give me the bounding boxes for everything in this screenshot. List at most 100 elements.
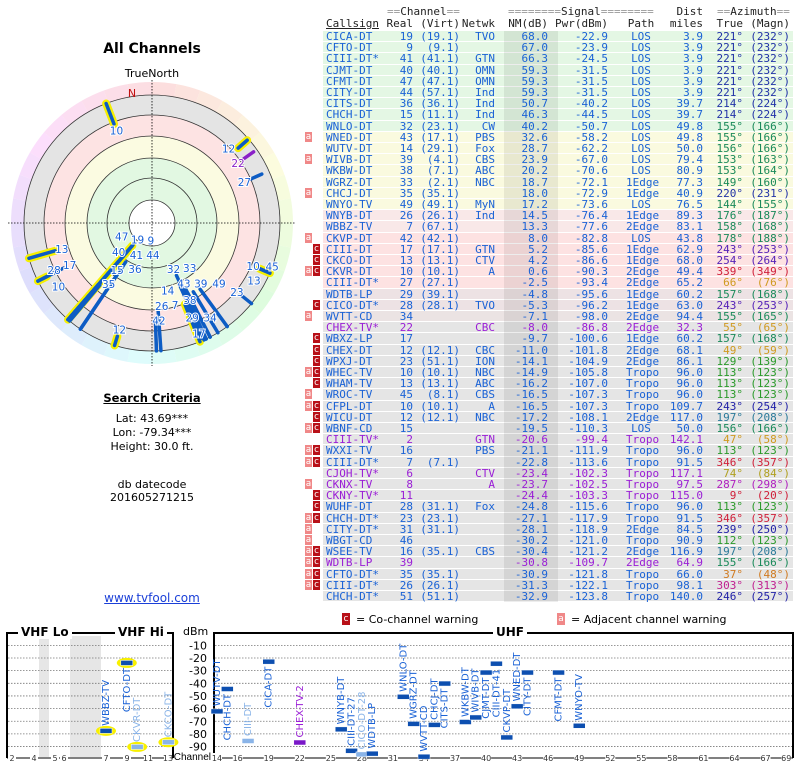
distance-miles: 91.5 xyxy=(676,455,704,469)
network: GTN xyxy=(475,433,495,447)
callsign: WIVB-DT xyxy=(326,153,373,167)
table-row[interactable]: a CHCJ-DT 35 (35.1) 18.0 -72.9 1Edge 40.9 220° (2… xyxy=(300,188,800,199)
table-row[interactable]: c WHAM-TV 13 (13.1) ABC -16.2 -107.0 Tropo 96.0 1… xyxy=(300,378,800,389)
path-type: Tropo xyxy=(626,399,660,413)
table-row[interactable]: a WNED-DT 43 (17.1) PBS 32.6 -58.2 LOS 49.8 155° (… xyxy=(300,132,800,143)
network: ABC xyxy=(475,377,495,391)
station-label: WUTV-DT xyxy=(212,659,223,707)
table-row[interactable]: c CIII-DT 17 (17.1) GTN 5.2 -85.6 1Edge 62.9 243°… xyxy=(300,244,800,255)
table-row[interactable]: a CITY-DT* 31 (31.1) -28.1 -118.9 2Edge 84.5 239… xyxy=(300,524,800,535)
table-row[interactable]: a c CFPL-DT 10 (10.1) A -16.5 -107.3 Tropo 109.7 2… xyxy=(300,399,800,413)
azimuth-true: 113° xyxy=(716,444,744,458)
table-row[interactable]: a c WXXI-TV 16 PBS -21.1 -111.9 Tropo 96.0 113° (1… xyxy=(300,444,800,458)
real-channel: 34 xyxy=(399,310,413,323)
network: CW xyxy=(481,119,495,133)
nm-column-shade xyxy=(504,333,558,345)
cochannel-warning-icon: c xyxy=(313,378,320,389)
noise-margin: 17.2 xyxy=(521,198,549,211)
nm-column-shade xyxy=(504,445,558,457)
table-row[interactable]: WKBW-DT 38 (7.1) ABC 20.2 -70.6 LOS 80.9 153° (16… xyxy=(300,165,800,177)
table-row[interactable]: WNYO-TV 49 (49.1) MyN 17.2 -73.6 LOS 76.5 144° (1… xyxy=(300,199,800,210)
noise-margin: 23.9 xyxy=(521,153,549,167)
virtual-channel: (11.1) xyxy=(420,108,460,122)
table-row[interactable]: c WBXZ-LP 17 -9.7 -100.6 1Edge 60.2 157° (168°) xyxy=(300,333,800,345)
table-row[interactable]: a c WDTB-LP 39 -30.8 -109.7 2Edge 64.9 155° (166°… xyxy=(300,556,800,570)
vhf-marker-highlight xyxy=(116,657,137,668)
vhf-marker-highlight xyxy=(96,725,116,736)
virtual-channel: (39.1) xyxy=(420,287,460,301)
station-channel-label: 10 xyxy=(52,281,65,293)
station-channel-label: 9 xyxy=(148,235,155,247)
adjacent-warning-icon: a xyxy=(305,568,312,579)
table-row[interactable]: CJMT-DT 40 (40.1) OMN 59.3 -31.5 LOS 3.9 221° (23… xyxy=(300,63,800,77)
azimuth-true: 303° xyxy=(716,578,744,592)
station-bearing-bar xyxy=(236,138,249,150)
nm-column-shade xyxy=(504,501,558,513)
distance-miles: 117.1 xyxy=(669,466,703,480)
table-row[interactable]: CFTO-DT 9 (9.1) 67.0 -23.9 LOS 3.9 221° (232°) xyxy=(300,42,800,53)
table-row[interactable]: a c CIII-DT* 7 (7.1) -22.8 -113.6 Tropo 91.5 346°… xyxy=(300,455,800,469)
table-row[interactable]: WGRZ-DT 33 (2.1) NBC 18.7 -72.1 1Edge 77.3 149° (… xyxy=(300,176,800,188)
table-row[interactable]: a c CKVR-DT 10 (10.1) A 0.6 -90.3 2Edge 49.4 339° (… xyxy=(300,266,800,277)
power-dbm: -31.5 xyxy=(574,74,608,88)
table-row[interactable]: a WROC-TV 45 (8.1) CBS -16.5 -107.3 Tropo 96.0 11… xyxy=(300,389,800,401)
table-row[interactable]: CIII-DT* 27 (27.1) -2.5 -93.4 2Edge 65.2 66° (76… xyxy=(300,277,800,289)
table-row[interactable]: CICA-DT 19 (19.1) TVO 68.0 -22.9 LOS 3.9 221° (23… xyxy=(300,31,800,42)
table-row[interactable]: WNYB-DT 26 (26.1) Ind 14.5 -76.4 1Edge 89.3 176°… xyxy=(300,210,800,221)
channel-tick-label: 28 xyxy=(357,754,367,763)
channel-tick-label: 31 xyxy=(388,754,398,763)
table-row[interactable]: a c CIII-DT* 26 (26.1) -31.3 -122.1 Tropo 98.1 30… xyxy=(300,580,800,591)
station-channel-label: 34 xyxy=(203,313,217,325)
table-row[interactable]: CJOH-TV* 6 CTV -23.4 -102.3 Tropo 117.1 74° (84°… xyxy=(300,468,800,479)
table-row[interactable]: CIII-TV* 2 GTN -20.6 -99.4 Tropo 142.1 47° (58°) xyxy=(300,434,800,445)
azimuth-true: 47° xyxy=(723,433,743,447)
row-background xyxy=(323,568,793,580)
table-row[interactable]: c CKCO-DT 13 (13.1) CTV 4.2 -86.6 1Edge 68.0 254°… xyxy=(300,255,800,266)
station-channel-label: 27 xyxy=(238,177,251,189)
table-row[interactable]: a WIVB-DT 39 (4.1) CBS 23.9 -67.0 LOS 79.4 153° (1… xyxy=(300,154,800,165)
table-row[interactable]: CFMT-DT 47 (47.1) OMN 59.3 -31.5 LOS 3.9 221° (23… xyxy=(300,76,800,87)
table-row[interactable]: a c WSEE-TV 16 (35.1) CBS -30.4 -121.2 2Edge 116.… xyxy=(300,546,800,557)
table-row[interactable]: c WUHF-DT 28 (31.1) Fox -24.8 -115.6 Tropo 96.0 1… xyxy=(300,501,800,513)
table-row[interactable]: CITS-DT 36 (36.1) Ind 50.7 -40.2 LOS 39.7 214° (2… xyxy=(300,98,800,109)
table-row[interactable]: WBBZ-TV 7 (67.1) 13.3 -77.6 2Edge 83.1 158° (168… xyxy=(300,221,800,233)
table-row[interactable]: a WBGT-CD 46 -30.2 -121.0 Tropo 90.9 112° (123°) xyxy=(300,535,800,546)
table-row[interactable]: WDTB-LP 29 (39.1) -4.8 -95.6 1Edge 60.2 157° (16… xyxy=(300,287,800,301)
table-row[interactable]: a c WBNF-CD 15 -19.5 -110.3 LOS 50.0 156° (166°) xyxy=(300,423,800,434)
table-row[interactable]: c CHEX-DT 12 (12.1) CBC -11.0 -101.8 2Edge 68.1 4… xyxy=(300,343,800,357)
station-label: CJMT-DT xyxy=(481,677,492,719)
table-row[interactable]: WNLO-DT 32 (23.1) CW 40.2 -50.7 LOS 49.8 155° (16… xyxy=(300,119,800,133)
table-row[interactable]: c WPXJ-DT 23 (51.1) ION -14.1 -104.9 2Edge 86.1 1… xyxy=(300,356,800,367)
real-channel: 12 xyxy=(399,343,413,357)
table-row[interactable]: a WVTT-CD 34 -7.1 -98.0 2Edge 94.4 155° (165°) xyxy=(300,311,800,322)
table-row[interactable]: WUTV-DT 14 (29.1) Fox 28.7 -62.2 LOS 50.0 156° (1… xyxy=(300,143,800,154)
table-row[interactable]: c WICU-DT 12 (12.1) NBC -17.2 -108.1 2Edge 117.0… xyxy=(300,412,800,423)
table-row[interactable]: CITY-DT 44 (57.1) Ind 59.3 -31.5 LOS 3.9 221° (23… xyxy=(300,87,800,98)
table-row[interactable]: CHEX-TV* 22 CBC -8.0 -86.8 2Edge 32.3 55° (65°) xyxy=(300,322,800,333)
power-dbm: -85.6 xyxy=(574,242,608,256)
power-dbm: -109.7 xyxy=(568,556,608,570)
table-row[interactable]: a CKNX-TV 8 A -23.7 -102.5 Tropo 97.5 287° (298°) xyxy=(300,479,800,490)
real-channel: 40 xyxy=(399,63,413,77)
station-label: WBBZ-TV xyxy=(101,680,112,726)
table-row[interactable]: a c CFTO-DT* 35 (35.1) -30.9 -121.8 Tropo 66.0 37… xyxy=(300,568,800,580)
distance-miles: 3.9 xyxy=(683,86,703,99)
distance-miles: 90.9 xyxy=(676,534,704,547)
antenna-height: Height: 30.0 ft. xyxy=(110,440,194,453)
table-row[interactable]: c CICO-DT* 28 (28.1) TVO -5.3 -96.2 1Edge 63.0 24… xyxy=(300,300,800,311)
table-row[interactable]: CHCH-DT 15 (11.1) Ind 46.3 -44.5 LOS 39.7 214° (2… xyxy=(300,108,800,122)
distance-miles: 49.4 xyxy=(676,265,704,279)
network: CBS xyxy=(475,153,495,167)
table-row[interactable]: a c WHEC-TV 10 (10.1) NBC -14.9 -105.8 Tropo 96.0… xyxy=(300,367,800,378)
tvfool-link[interactable]: www.tvfool.com xyxy=(104,591,200,605)
table-row[interactable]: c CKNY-TV* 11 -24.4 -103.3 Tropo 115.0 9° (20°) xyxy=(300,490,800,501)
virtual-channel: (31.1) xyxy=(420,522,460,536)
table-row[interactable]: a c CHCH-DT* 23 (23.1) -27.1 -117.9 Tropo 91.5 34… xyxy=(300,512,800,524)
table-row[interactable]: CIII-DT* 41 (41.1) GTN 66.3 -24.5 LOS 3.9 221° (2… xyxy=(300,53,800,65)
table-row[interactable]: a CKVP-DT 42 (42.1) 8.0 -82.8 LOS 43.8 178° (188°… xyxy=(300,232,800,244)
cochannel-warning-icon: c xyxy=(313,456,320,467)
path-type: LOS xyxy=(631,63,651,77)
station-channel-label: 13 xyxy=(247,275,260,287)
distance-miles: 96.0 xyxy=(676,377,704,391)
table-row[interactable]: CHCH-DT* 51 (51.1) -32.9 -123.8 Tropo 140.0 246… xyxy=(300,591,800,602)
